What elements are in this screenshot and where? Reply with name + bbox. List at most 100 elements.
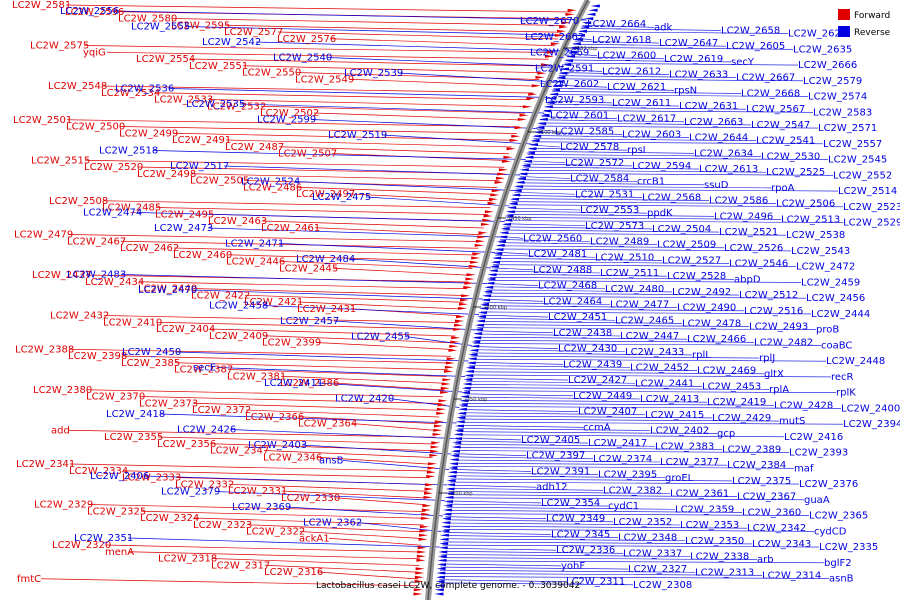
reverse-gene-glyph: [440, 529, 450, 533]
reverse-gene-glyph: [487, 273, 497, 277]
forward-leader-line: [69, 463, 431, 472]
reverse-leader-line: [127, 537, 440, 548]
reverse-gene-glyph: [481, 298, 491, 302]
forward-leader-line: [191, 288, 466, 296]
reverse-gene-glyph: [469, 348, 479, 352]
reverse-gene-label: LC2W_2557: [823, 139, 882, 150]
forward-leader-line: [154, 92, 531, 101]
reverse-gene-glyph: [435, 584, 445, 588]
reverse-gene-glyph: [451, 445, 461, 449]
forward-gene-glyph: [426, 474, 436, 478]
reverse-leader-line: [168, 88, 551, 98]
forward-gene-label: LC2W_2317: [211, 560, 270, 571]
gene-labels: LC2W_2581LC2W_2596LC2W_2580LC2W_2595LC2W…: [12, 0, 900, 591]
leader-lines: [40, 4, 844, 587]
forward-gene-glyph: [466, 273, 476, 277]
reverse-gene-label: LC2W_2602: [540, 79, 599, 90]
forward-leader-line: [122, 470, 430, 479]
reverse-gene-label: LC2W_2314: [762, 570, 821, 581]
reverse-leader-line: [447, 500, 542, 504]
reverse-leader-line: [541, 116, 618, 119]
reverse-gene-label: LC2W_2538: [786, 230, 845, 241]
reverse-gene-glyph: [440, 533, 449, 537]
reverse-gene-label: secY: [731, 57, 755, 68]
reverse-gene-glyph: [452, 437, 462, 441]
reverse-leader-line: [565, 59, 732, 63]
reverse-gene-glyph: [435, 575, 445, 579]
reverse-gene-label: LC2W_2348: [618, 533, 677, 544]
reverse-leader-line: [508, 210, 648, 214]
reverse-gene-glyph: [445, 487, 455, 491]
reverse-gene-label: guaA: [804, 495, 830, 506]
forward-gene-label: LC2W_2502: [260, 108, 319, 119]
forward-leader-line: [103, 315, 459, 323]
forward-gene-glyph: [429, 453, 439, 457]
forward-gene-label: LC2W_2491: [172, 135, 231, 146]
reverse-gene-glyph: [465, 369, 475, 373]
forward-leader-line: [171, 18, 565, 26]
reverse-gene-label: LC2W_2489: [590, 237, 649, 248]
legend: Forward Reverse: [838, 9, 891, 38]
reverse-leader-line: [223, 165, 521, 176]
reverse-gene-label: LC2W_2518: [99, 146, 158, 157]
reverse-leader-line: [474, 339, 755, 343]
reverse-gene-label: LC2W_2626: [788, 29, 847, 40]
forward-gene-glyph: [433, 428, 443, 432]
forward-gene-glyph: [419, 533, 428, 537]
reverse-gene-glyph: [489, 264, 499, 268]
scale-tick-label: 2550 kbp: [574, 46, 598, 52]
reverse-gene-glyph: [445, 491, 455, 495]
forward-gene-label: LC2W_2381: [227, 371, 286, 382]
forward-leader-line: [87, 504, 426, 512]
reverse-gene-label: groEL: [665, 473, 694, 484]
reverse-gene-label: LC2W_2578: [560, 142, 619, 153]
forward-gene-label: LC2W_2446: [226, 257, 285, 268]
reverse-gene-label: LC2W_2633: [669, 70, 728, 81]
reverse-gene-glyph: [450, 453, 460, 457]
reverse-leader-line: [442, 541, 753, 545]
reverse-gene-label: LC2W_2472: [796, 262, 855, 273]
reverse-gene-glyph: [549, 92, 559, 96]
reverse-gene-glyph: [463, 378, 473, 382]
reverse-gene-label: cydC1: [608, 501, 639, 512]
reverse-gene-label: LC2W_2402: [650, 426, 709, 437]
reverse-gene-label: ppdK: [647, 208, 673, 219]
forward-leader-line: [334, 497, 427, 506]
reverse-leader-line: [365, 196, 510, 207]
reverse-gene-label: LC2W_2523: [843, 202, 900, 213]
reverse-gene-label: LC2W_2415: [645, 410, 704, 421]
forward-gene-glyph: [441, 382, 451, 386]
forward-leader-line: [297, 301, 462, 310]
reverse-gene-glyph: [562, 63, 572, 67]
forward-gene-label: LC2W_2495: [155, 209, 214, 220]
forward-gene-glyph: [419, 529, 429, 533]
reverse-leader-line: [495, 254, 596, 258]
reverse-gene-glyph: [533, 130, 543, 134]
reverse-leader-line: [478, 321, 683, 324]
reverse-gene-glyph: [503, 218, 513, 222]
reverse-gene-label: LC2W_2584: [570, 174, 629, 185]
forward-leader-line: [246, 524, 423, 533]
reverse-gene-label: LC2W_2367: [737, 492, 796, 503]
reverse-leader-line: [458, 421, 844, 425]
reverse-gene-glyph: [443, 500, 453, 504]
forward-gene-label: LC2W_2346: [263, 452, 322, 463]
forward-leader-line: [106, 51, 549, 60]
forward-gene-label: LC2W_2467: [67, 236, 126, 247]
genome-caption: Lactobacillus casei LC2W, complete genom…: [316, 581, 580, 591]
reverse-gene-glyph: [529, 143, 539, 147]
reverse-leader-line: [528, 151, 695, 154]
forward-gene-glyph: [457, 306, 467, 310]
reverse-gene-label: LC2W_2397: [526, 451, 585, 462]
forward-leader-line: [278, 146, 510, 155]
forward-gene-label: LC2W_2331: [228, 486, 287, 497]
forward-gene-label: LC2W_2580: [118, 14, 177, 25]
reverse-leader-line: [466, 377, 569, 381]
forward-gene-label: LC2W_2372: [192, 405, 251, 416]
forward-gene-glyph: [546, 50, 556, 54]
reverse-gene-label: LC2W_2670: [520, 16, 579, 27]
reverse-gene-label: LC2W_2572: [565, 158, 624, 169]
reverse-gene-label: LC2W_2375: [732, 476, 791, 487]
reverse-leader-line: [460, 412, 646, 416]
reverse-gene-label: LC2W_2389: [722, 444, 781, 455]
